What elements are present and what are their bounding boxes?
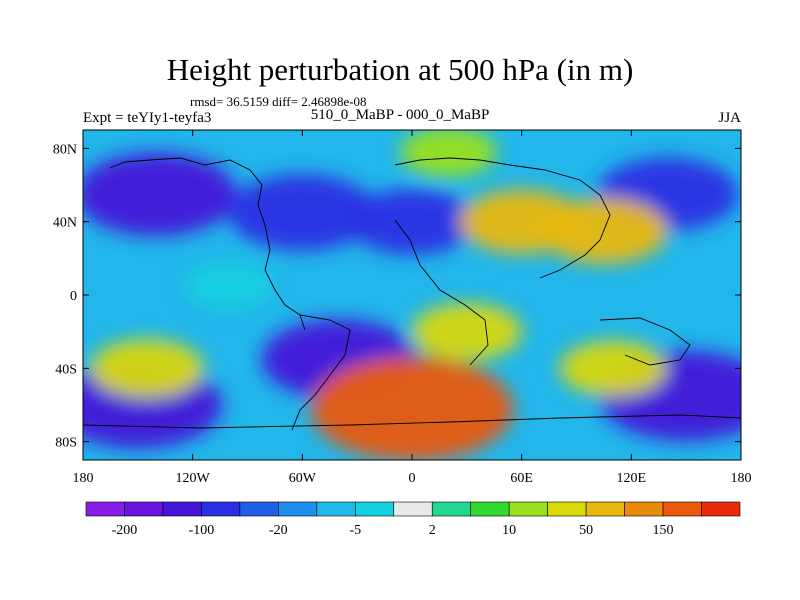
field-blob [228, 174, 377, 251]
colorbar-label: -200 [112, 523, 138, 538]
field-blob [184, 262, 274, 309]
x-tick-label: 120E [617, 471, 647, 486]
x-tick-label: 60E [510, 471, 533, 486]
y-tick-label: 80S [55, 436, 77, 451]
field-blob [89, 338, 205, 398]
chart-title: Height perturbation at 500 hPa (in m) [166, 52, 634, 87]
y-tick-label: 0 [70, 289, 77, 304]
colorbar-swatch [201, 501, 241, 517]
colorbar-swatch [624, 501, 664, 517]
x-tick-label: 180 [73, 471, 94, 486]
coastline [394, 219, 489, 366]
colorbar-label: 2 [429, 523, 436, 538]
chart-subtitle: 510_0_MaBP - 000_0_MaBP [310, 107, 490, 123]
coastlines [83, 157, 741, 431]
colorbar-label: 10 [502, 523, 516, 538]
colorbar-swatch [431, 501, 472, 517]
colorbar-swatch [124, 501, 164, 517]
colorbar-swatch [701, 501, 741, 517]
x-tick-label: 180 [731, 471, 752, 486]
y-tick-label: 40N [53, 216, 77, 231]
colorbar-label: 50 [579, 523, 593, 538]
colorbar-label: -100 [189, 523, 215, 538]
stats-label: rmsd= 36.5159 diff= 2.46898e-08 [190, 94, 367, 109]
coastline [109, 157, 306, 331]
colorbar-swatch [585, 501, 625, 517]
height-field [83, 130, 741, 460]
y-axis: 80N 40N 0 40S 80S [53, 142, 741, 451]
field-blob [411, 303, 523, 361]
colorbar-swatch [354, 501, 395, 517]
x-axis: 180 120W 60W 0 60E 120E 180 [73, 130, 752, 486]
colorbar-label: -5 [349, 523, 361, 538]
colorbar-swatch [547, 501, 587, 517]
colorbar-swatch [470, 501, 510, 517]
colorbar: -200 -100 -20 -5 2 10 50 150 [85, 501, 741, 538]
field-blob [310, 356, 514, 460]
experiment-label: Expt = teYIy1-teyfa3 [83, 110, 212, 126]
colorbar-swatch [278, 501, 318, 517]
colorbar-label: 150 [653, 523, 674, 538]
colorbar-swatch [662, 501, 702, 517]
y-tick-label: 80N [53, 142, 77, 157]
y-tick-label: 40S [55, 362, 77, 377]
coastline [291, 314, 351, 431]
x-tick-label: 0 [409, 471, 416, 486]
colorbar-swatch [85, 501, 125, 517]
field-blob [83, 152, 237, 236]
coastline [394, 157, 611, 279]
coastline [83, 414, 741, 429]
colorbar-swatch [162, 501, 202, 517]
field-blob [559, 340, 667, 397]
colorbar-swatch [316, 501, 356, 517]
field-blob [348, 188, 476, 255]
x-tick-label: 120W [176, 471, 211, 486]
colorbar-label: -20 [269, 523, 288, 538]
field-blob [400, 130, 498, 178]
field-blobs [83, 130, 741, 460]
colorbar-swatch [239, 501, 279, 517]
season-label: JJA [718, 110, 741, 126]
x-tick-label: 60W [289, 471, 317, 486]
colorbar-swatch [393, 501, 433, 517]
colorbar-swatch [508, 501, 548, 517]
coastline [599, 317, 691, 366]
